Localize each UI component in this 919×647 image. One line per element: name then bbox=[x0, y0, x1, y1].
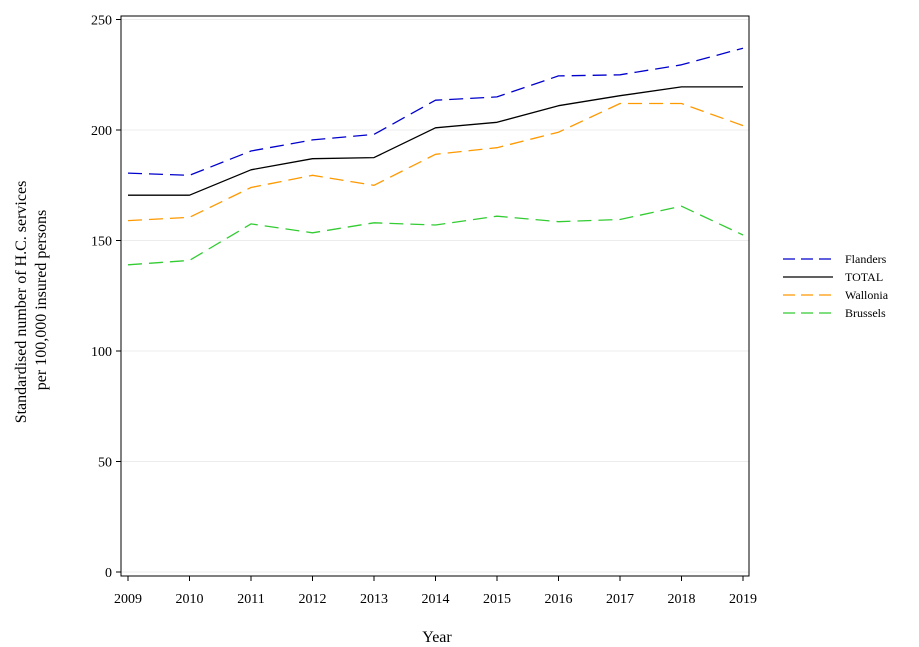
series-line-brussels bbox=[127, 205, 744, 266]
series-line-flanders bbox=[127, 47, 744, 176]
x-tick-label: 2017 bbox=[606, 592, 634, 607]
y-tick-label: 250 bbox=[91, 14, 112, 29]
x-axis-title: Year bbox=[422, 629, 452, 646]
x-tick-label: 2009 bbox=[114, 592, 142, 607]
y-axis-title-line-1: Standardised number of H.C. services bbox=[13, 181, 30, 424]
y-tick-label: 50 bbox=[98, 456, 112, 471]
legend: Flanders TOTAL Wallonia Brussels bbox=[783, 252, 889, 320]
legend-label-total: TOTAL bbox=[845, 270, 883, 284]
series-line-total bbox=[128, 86, 743, 196]
series-lines bbox=[127, 47, 744, 266]
x-axis: 2009 2010 2011 2012 2013 2014 2015 2016 2017 2018… bbox=[114, 576, 757, 607]
x-tick-label: 2016 bbox=[545, 592, 573, 607]
x-tick-label: 2018 bbox=[668, 592, 696, 607]
legend-label-wallonia: Wallonia bbox=[845, 288, 889, 302]
x-tick-label: 2013 bbox=[360, 592, 388, 607]
x-tick-label: 2014 bbox=[422, 592, 450, 607]
y-axis-title: Standardised number of H.C. services per… bbox=[13, 177, 50, 424]
y-axis-title-line-2: per 100,000 insured persons bbox=[33, 210, 50, 390]
y-tick-label: 200 bbox=[91, 124, 112, 139]
grid-lines bbox=[121, 19, 749, 573]
legend-label-brussels: Brussels bbox=[845, 306, 886, 320]
y-tick-label: 100 bbox=[91, 345, 112, 360]
y-axis: 0 50 100 150 200 250 bbox=[91, 14, 121, 581]
y-tick-label: 150 bbox=[91, 235, 112, 250]
x-tick-label: 2015 bbox=[483, 592, 511, 607]
series-line-wallonia bbox=[127, 102, 744, 222]
x-tick-label: 2012 bbox=[299, 592, 327, 607]
x-tick-label: 2019 bbox=[729, 592, 757, 607]
x-tick-label: 2010 bbox=[176, 592, 204, 607]
x-tick-label: 2011 bbox=[237, 592, 264, 607]
y-tick-label: 0 bbox=[105, 566, 112, 581]
legend-label-flanders: Flanders bbox=[845, 252, 887, 266]
